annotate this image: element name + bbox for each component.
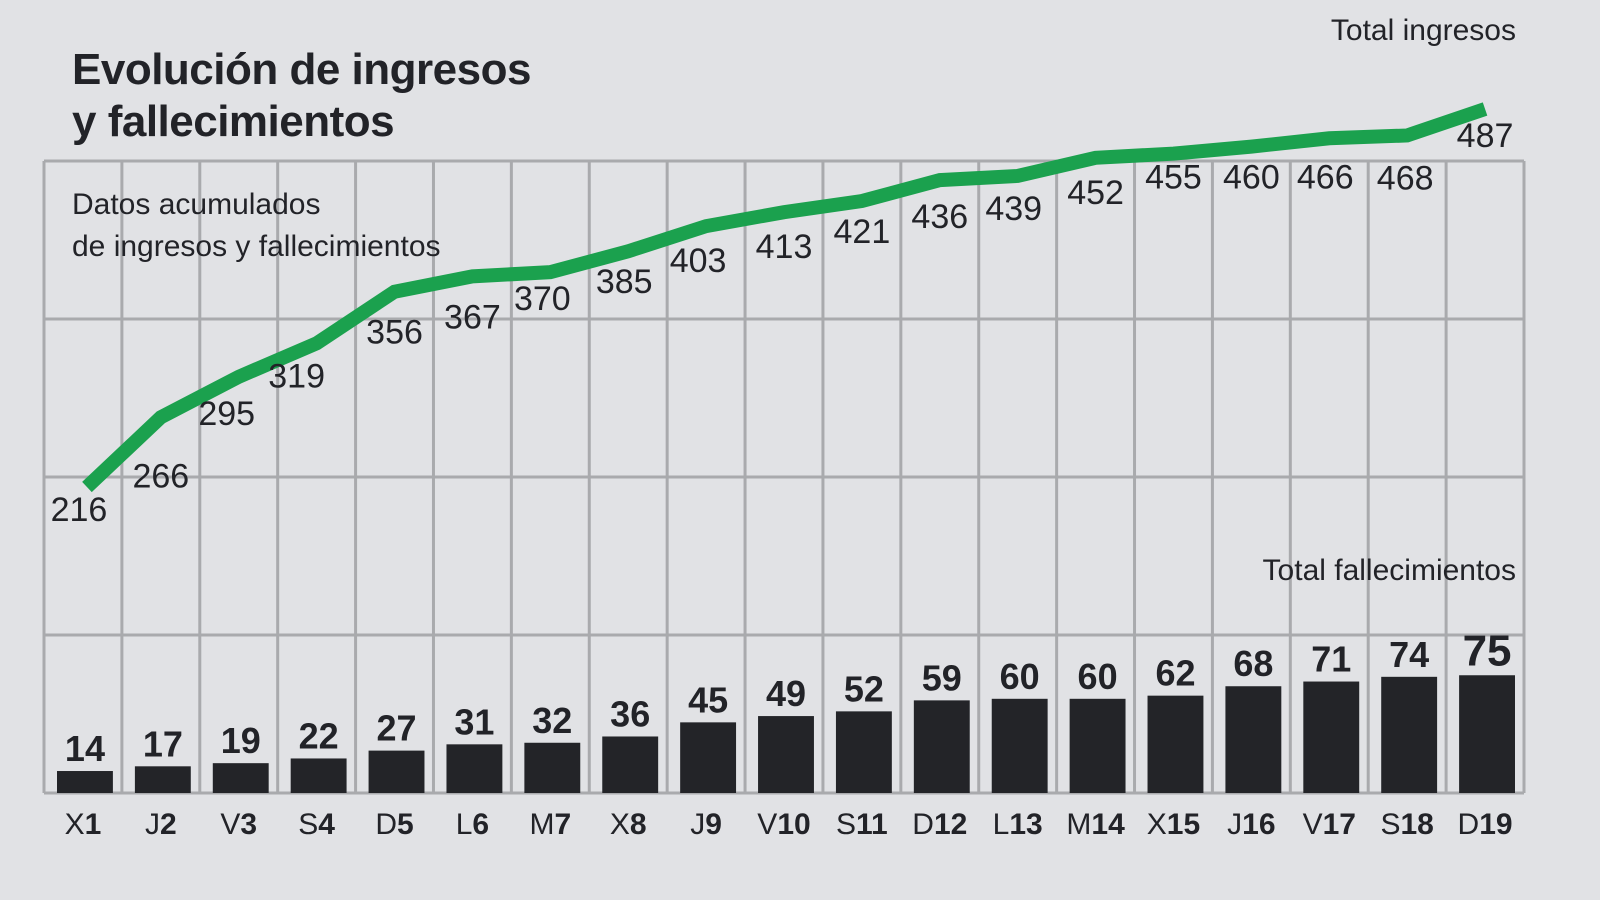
x-axis-label: M7 xyxy=(529,808,571,841)
bar xyxy=(57,771,113,793)
x-axis-label: X8 xyxy=(610,808,647,841)
bar-value-label: 62 xyxy=(1155,653,1195,694)
x-axis-label: L13 xyxy=(993,808,1043,841)
x-axis-label: M14 xyxy=(1066,808,1125,841)
chart-title: Evolución de ingresos y fallecimientos xyxy=(72,44,531,148)
x-axis-label: J9 xyxy=(690,808,722,841)
line-value-label: 452 xyxy=(1067,174,1124,212)
x-axis-label: S4 xyxy=(298,808,335,841)
bar xyxy=(1069,698,1126,793)
bar xyxy=(1225,686,1282,793)
bar xyxy=(991,698,1048,793)
bar xyxy=(1303,681,1360,793)
line-value-label: 367 xyxy=(444,298,501,336)
bar-value-label: 36 xyxy=(610,693,650,734)
bar-value-label: 19 xyxy=(221,720,261,761)
x-axis-label: X15 xyxy=(1147,808,1200,841)
bar-value-label: 59 xyxy=(922,657,962,698)
bar xyxy=(1147,695,1204,793)
bar xyxy=(290,758,347,793)
bar-value-label: 22 xyxy=(299,715,339,756)
bar-value-label: 52 xyxy=(844,668,884,709)
bar xyxy=(602,736,659,793)
data-labels: 14 17 19 22 27 31 32 36 45 49 52 59 60 60 62 68 71 74 75 21… xyxy=(51,117,1514,769)
line-value-label: 460 xyxy=(1223,159,1280,197)
chart-subtitle-line1: Datos acumulados xyxy=(72,188,321,221)
x-axis-labels: X1 J2 V3 S4 D5 L6 M7 X8 J9 V10 S11 D12 L13 M14 X15 J16 V… xyxy=(65,808,1513,841)
line-value-label: 266 xyxy=(132,457,189,495)
x-axis-label: V17 xyxy=(1303,808,1356,841)
line-value-label: 466 xyxy=(1297,158,1354,196)
bar xyxy=(835,711,892,793)
line-value-label: 468 xyxy=(1377,159,1434,197)
bar-series-fallecimientos xyxy=(57,675,1515,793)
bar-value-label: 49 xyxy=(766,673,806,714)
bar-value-label: 68 xyxy=(1233,643,1273,684)
bar xyxy=(758,716,814,793)
x-axis-label: J16 xyxy=(1227,808,1275,841)
x-axis-label: J2 xyxy=(145,808,177,841)
chart-subtitle-line2: de ingresos y fallecimientos xyxy=(72,230,441,263)
line-value-label: 216 xyxy=(51,491,108,529)
line-value-label: 370 xyxy=(514,280,571,318)
line-value-label: 403 xyxy=(670,242,727,280)
bar xyxy=(1459,675,1515,793)
chart-title-line1: Evolución de ingresos xyxy=(72,45,531,94)
bar-value-label: 27 xyxy=(377,708,417,749)
bar xyxy=(1381,676,1438,793)
bar xyxy=(368,750,425,793)
line-value-label: 385 xyxy=(596,263,653,301)
line-series-ingresos xyxy=(82,102,1488,493)
chart-canvas: 14 17 19 22 27 31 32 36 45 49 52 59 60 60 62 68 71 74 75 21… xyxy=(42,102,1526,841)
bar-value-label: 71 xyxy=(1311,639,1351,680)
x-axis-label: X1 xyxy=(65,808,102,841)
bar-value-label: 45 xyxy=(688,679,728,720)
x-axis-label: D12 xyxy=(912,808,967,841)
bar-value-label: 17 xyxy=(143,723,183,764)
chart-title-line2: y fallecimientos xyxy=(72,97,395,146)
bar-value-label: 74 xyxy=(1389,634,1429,675)
bar-value-label: 75 xyxy=(1463,626,1512,675)
bar-value-label: 60 xyxy=(1000,656,1040,697)
line-value-label: 319 xyxy=(268,357,325,395)
line-value-label: 356 xyxy=(366,314,423,352)
x-axis-label: V3 xyxy=(220,808,257,841)
bar xyxy=(680,722,737,793)
x-axis-label: D19 xyxy=(1458,808,1513,841)
x-axis-label: S11 xyxy=(836,808,888,841)
legend-total-ingresos: Total ingresos xyxy=(1330,14,1516,47)
ingresos-line xyxy=(82,102,1488,493)
bar xyxy=(134,766,191,793)
bar-value-label: 31 xyxy=(454,701,494,742)
legend-total-fallecimientos: Total fallecimientos xyxy=(1262,554,1516,587)
x-axis-label: L6 xyxy=(456,808,489,841)
x-axis-label: D5 xyxy=(375,808,413,841)
line-value-label: 421 xyxy=(834,213,891,251)
x-axis-label: S18 xyxy=(1380,808,1433,841)
bar xyxy=(212,763,269,793)
bar xyxy=(446,744,503,793)
bar-value-label: 14 xyxy=(65,728,105,769)
bar-value-label: 60 xyxy=(1078,656,1118,697)
x-axis-label: V10 xyxy=(757,808,810,841)
line-value-label: 413 xyxy=(756,228,813,266)
bar xyxy=(524,742,581,793)
line-value-label: 487 xyxy=(1457,117,1514,155)
line-value-label: 439 xyxy=(985,190,1042,228)
line-value-label: 436 xyxy=(911,198,968,236)
chart-subtitle: Datos acumulados de ingresos y fallecimi… xyxy=(72,184,441,268)
bar xyxy=(913,700,970,793)
bar-value-label: 32 xyxy=(532,700,572,741)
line-value-label: 295 xyxy=(198,395,255,433)
line-value-label: 455 xyxy=(1145,159,1202,197)
